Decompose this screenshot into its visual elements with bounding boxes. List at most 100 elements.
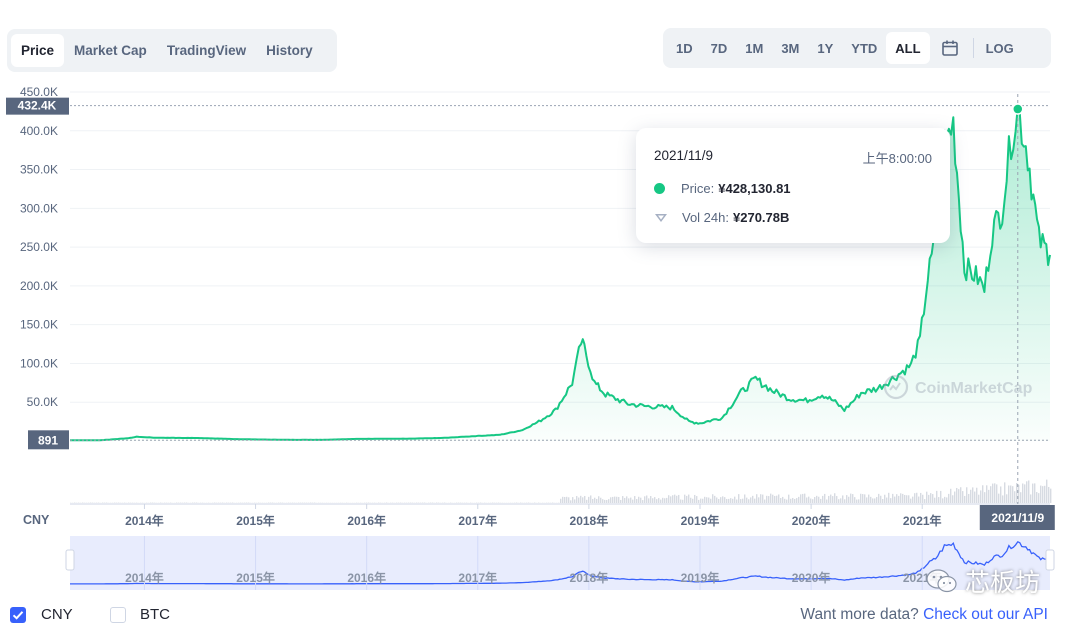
volume-bar: [1038, 493, 1040, 503]
range-1d-button[interactable]: 1D: [676, 40, 693, 56]
volume-bar: [1036, 492, 1038, 503]
volume-bar: [780, 498, 782, 503]
wechat-watermark: 芯板坊: [925, 563, 1040, 599]
volume-bar: [1008, 485, 1010, 503]
volume-bar: [678, 494, 680, 503]
volume-bar: [1050, 488, 1052, 503]
volume-bar: [992, 483, 994, 503]
coinmarketcap-logo-icon: [883, 374, 909, 400]
volume-bar: [734, 496, 736, 503]
volume-bar: [682, 499, 684, 503]
volume-bar: [808, 496, 810, 503]
volume-bar: [694, 494, 696, 503]
tooltip-date: 2021/11/9: [654, 148, 714, 163]
volume-bar: [900, 493, 902, 503]
volume-bar: [922, 494, 924, 503]
volume-bar: [628, 498, 630, 503]
volume-bar: [580, 495, 582, 503]
navigator-x-axis: 2014年 2015年 2016年 2017年 2018年 2019年 2020年 2021年: [125, 536, 942, 590]
volume-bar: [768, 496, 770, 503]
volume-bar: [660, 499, 662, 503]
navigator-left-handle[interactable]: [65, 549, 75, 571]
tab-tradingview[interactable]: TradingView: [166, 43, 247, 58]
log-scale-button[interactable]: LOG: [985, 40, 1014, 56]
navigator-x-label: 2020年: [792, 570, 831, 585]
volume-bar: [1042, 486, 1044, 503]
range-1y-button[interactable]: 1Y: [817, 40, 834, 56]
btc-checkbox[interactable]: [110, 607, 126, 623]
min-price-badge: 891: [28, 430, 69, 450]
volume-bar: [684, 494, 686, 503]
volume-bar: [614, 496, 616, 503]
volume-bar: [668, 495, 670, 503]
volume-bar: [894, 496, 896, 503]
volume-bar: [822, 495, 824, 503]
volume-bar: [606, 499, 608, 503]
volume-bar: [786, 499, 788, 503]
navigator-right-handle[interactable]: [1045, 549, 1055, 571]
range-all-button[interactable]: ALL: [886, 32, 930, 64]
volume-bar: [934, 497, 936, 503]
api-link[interactable]: Check out our API: [923, 606, 1048, 623]
volume-bar: [978, 494, 980, 503]
volume-bar: [880, 495, 882, 503]
volume-bar: [1002, 495, 1004, 503]
navigator-line: [70, 540, 1051, 585]
volume-bar: [982, 485, 984, 503]
volume-bar: [640, 497, 642, 503]
volume-bar: [760, 494, 762, 503]
volume-bar: [626, 496, 628, 503]
y-tick-label: 150.0K: [20, 318, 58, 332]
volume-bar: [658, 498, 660, 503]
volume-bar: [920, 492, 922, 503]
volume-bar: [1048, 486, 1050, 503]
volume-bar: [1030, 494, 1032, 503]
volume-bar: [870, 496, 872, 503]
price-tooltip: 2021/11/9 上午8:00:00 Price: ¥428,130.81 V…: [636, 128, 950, 243]
volume-bar: [830, 494, 832, 503]
volume-bar: [936, 490, 938, 503]
volume-bar: [848, 496, 850, 503]
tab-price[interactable]: Price: [11, 34, 65, 67]
range-1m-button[interactable]: 1M: [745, 40, 764, 56]
y-tick-label: 400.0K: [20, 124, 58, 138]
volume-bar: [622, 496, 624, 503]
cny-checkbox[interactable]: [10, 607, 26, 623]
volume-bar: [790, 498, 792, 503]
navigator-x-label: 2014年: [125, 570, 164, 585]
volume-bar: [788, 494, 790, 503]
volume-bar: [702, 498, 704, 503]
price-chart[interactable]: 450.0K 400.0K 350.0K 300.0K 250.0K 200.0K 150.…: [0, 80, 1080, 600]
volume-bar: [634, 496, 636, 503]
tab-history[interactable]: History: [266, 43, 313, 58]
volume-bar: [620, 499, 622, 503]
btc-label: BTC: [140, 606, 170, 623]
volume-bar: [764, 499, 766, 503]
volume-bar: [560, 498, 562, 503]
range-7d-button[interactable]: 7D: [710, 40, 728, 56]
volume-bar: [908, 495, 910, 503]
volume-bar: [930, 493, 932, 503]
check-icon: [12, 611, 24, 620]
volume-bar: [714, 495, 716, 503]
volume-bar: [836, 496, 838, 503]
volume-bar: [818, 496, 820, 503]
volume-bar: [652, 498, 654, 503]
range-3m-button[interactable]: 3M: [781, 40, 800, 56]
volume-bar: [904, 494, 906, 503]
volume-bar: [912, 496, 914, 503]
volume-bar: [834, 493, 836, 503]
volume-bar: [972, 487, 974, 503]
range-navigator[interactable]: 2014年 2015年 2016年 2017年 2018年 2019年 2020年 2021年: [65, 536, 1055, 590]
volume-bar: [980, 490, 982, 503]
volume-bar: [604, 499, 606, 503]
volume-bar: [928, 494, 930, 503]
calendar-icon[interactable]: [930, 32, 970, 64]
volume-bar: [948, 493, 950, 503]
volume-bar: [940, 490, 942, 503]
range-ytd-button[interactable]: YTD: [851, 40, 878, 56]
tab-market-cap[interactable]: Market Cap: [74, 43, 147, 58]
crosshair-point: [1012, 103, 1024, 115]
volume-bar: [968, 493, 970, 503]
volume-bar: [872, 498, 874, 503]
